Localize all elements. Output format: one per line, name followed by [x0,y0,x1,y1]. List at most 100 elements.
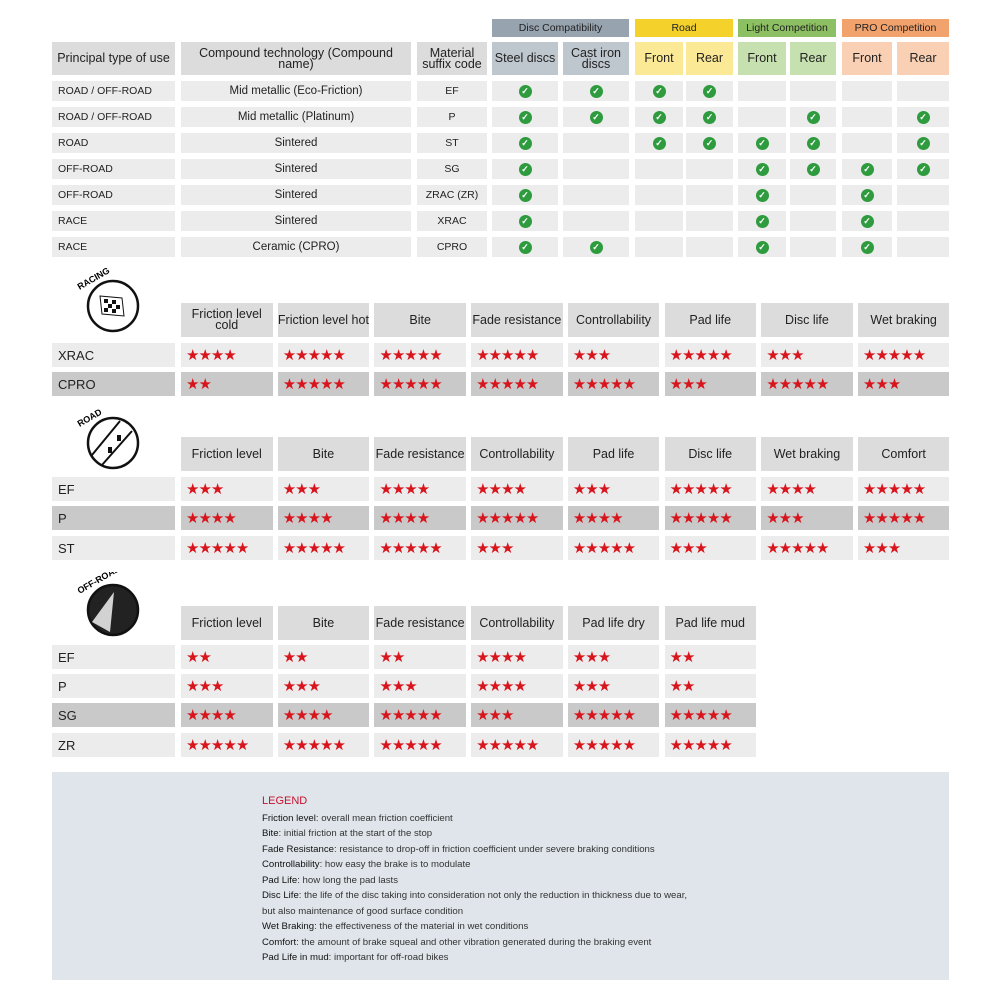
star-icon: ★ [379,509,392,527]
star-icon: ★ [610,736,623,754]
star-rating-5: ★ ★ ★ ★ ★ [664,703,756,727]
star-icon: ★ [210,539,224,557]
star-rating-5: ★ ★ ★ ★ ★ [374,372,466,396]
compatibility-cell: ✓ [492,211,558,231]
star-icon: ★ [404,736,417,754]
star-icon: ★ [694,480,707,498]
suffix-code-cell: CPRO [417,237,487,257]
star-icon: ★ [610,706,623,724]
check-circle-icon: ✓ [916,162,930,176]
compatibility-cell: ✓ [897,133,949,153]
compatibility-cell: ✓ [738,185,786,205]
star-icon: ★ [719,509,732,527]
star-icon: ★ [391,346,405,364]
compound-cell: Sintered [181,133,411,153]
compatibility-cell [563,185,629,205]
use-type-cell: ROAD [52,133,175,153]
compatibility-cell [842,81,892,101]
column-header: Steel discs [492,42,558,75]
star-icon: ★ [379,706,392,724]
rating-column-header: Controllability [471,437,563,471]
star-icon: ★ [622,706,636,724]
star-icon: ★ [404,480,417,498]
star-icon: ★ [694,539,707,557]
star-rating-5: ★ ★ ★ ★ ★ [857,477,950,501]
star-icon: ★ [791,375,804,393]
star-icon: ★ [597,736,611,754]
star-icon: ★ [669,736,683,754]
compatibility-cell: ✓ [686,81,733,101]
compound-code-label: ZR [52,733,175,757]
check-circle-icon: ✓ [518,188,532,202]
legend-term: Controllability [262,859,320,870]
star-icon: ★ [706,706,720,724]
star-icon: ★ [572,480,586,498]
star-rating-3: ★ ★ ★ [277,477,370,501]
star-icon: ★ [875,539,888,557]
star-icon: ★ [912,480,926,498]
compatibility-cell [842,107,892,127]
check-circle-icon: ✓ [703,84,716,98]
star-rating-3: ★ ★ ★ [471,703,563,727]
star-icon: ★ [694,375,707,393]
star-icon: ★ [585,346,598,364]
star-icon: ★ [778,509,792,527]
star-icon: ★ [572,346,586,364]
star-icon: ★ [862,346,876,364]
check-circle-icon: ✓ [652,136,666,150]
check-circle-icon: ✓ [806,162,820,176]
star-icon: ★ [235,736,249,754]
legend-definition: : the effectiveness of the material in w… [314,921,529,932]
star-icon: ★ [694,706,707,724]
star-icon: ★ [766,539,779,557]
star-rating-3: ★ ★ ★ [567,343,660,367]
rating-column-header: Disc life [664,437,756,471]
star-icon: ★ [681,706,695,724]
legend-item: Bite: initial friction at the start of t… [262,826,687,842]
star-icon: ★ [282,677,296,695]
star-icon: ★ [501,480,514,498]
star-rating-5: ★ ★ ★ ★ ★ [277,733,370,757]
column-header: Rear [897,42,949,75]
star-icon: ★ [681,480,695,498]
compound-code-label: EF [52,645,175,669]
star-rating-3: ★ ★ ★ [857,536,950,560]
compatibility-cell [686,211,733,231]
star-icon: ★ [862,539,876,557]
star-icon: ★ [501,648,514,666]
star-icon: ★ [429,346,442,364]
star-icon: ★ [766,480,779,498]
star-icon: ★ [766,509,779,527]
star-icon: ★ [681,677,695,695]
star-icon: ★ [198,480,211,498]
star-icon: ★ [391,648,405,666]
star-icon: ★ [778,346,792,364]
star-rating-2: ★ ★ [374,645,466,669]
group-header: PRO Competition [842,19,949,37]
star-icon: ★ [681,648,695,666]
rating-column-header: Pad life mud [664,606,756,640]
star-icon: ★ [186,736,199,754]
star-rating-4: ★ ★ ★ ★ [181,343,273,367]
star-icon: ★ [307,346,321,364]
star-rating-5: ★ ★ ★ ★ ★ [374,343,466,367]
star-icon: ★ [694,346,707,364]
star-icon: ★ [513,509,526,527]
legend-item: Comfort: the amount of brake squeal and … [262,935,687,951]
star-rating-5: ★ ★ ★ ★ ★ [664,477,756,501]
star-icon: ★ [429,375,442,393]
star-rating-2: ★ ★ [664,674,756,698]
suffix-code-cell: SG [417,159,487,179]
star-icon: ★ [585,736,598,754]
check-circle-icon: ✓ [703,110,716,124]
compatibility-cell [635,211,683,231]
star-rating-5: ★ ★ ★ ★ ★ [857,506,950,530]
star-icon: ★ [597,509,611,527]
check-circle-icon: ✓ [589,110,603,124]
star-icon: ★ [295,480,308,498]
star-icon: ★ [198,375,211,393]
compatibility-cell: ✓ [790,107,836,127]
star-icon: ★ [572,375,586,393]
star-icon: ★ [198,539,211,557]
star-icon: ★ [282,706,296,724]
